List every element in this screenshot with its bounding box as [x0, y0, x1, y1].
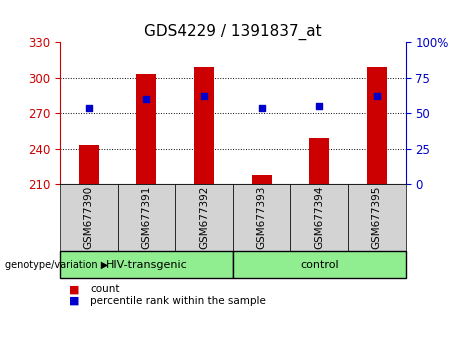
Text: count: count [90, 284, 119, 294]
Title: GDS4229 / 1391837_at: GDS4229 / 1391837_at [144, 23, 322, 40]
Point [85, 105, 92, 110]
Bar [367, 67, 387, 184]
Text: ■: ■ [69, 284, 80, 294]
Point [373, 93, 381, 99]
Point [258, 105, 266, 110]
Point [200, 93, 207, 99]
Text: HIV-transgenic: HIV-transgenic [106, 259, 187, 270]
Text: GSM677394: GSM677394 [314, 186, 324, 250]
Text: GSM677395: GSM677395 [372, 186, 382, 250]
Bar [194, 67, 214, 184]
Text: GSM677392: GSM677392 [199, 186, 209, 250]
Text: GSM677393: GSM677393 [257, 186, 266, 250]
Text: control: control [300, 259, 338, 270]
Text: genotype/variation ▶: genotype/variation ▶ [5, 259, 108, 270]
Point [142, 96, 150, 102]
Bar [252, 175, 272, 184]
Bar [309, 138, 329, 184]
Bar [136, 74, 156, 184]
Text: percentile rank within the sample: percentile rank within the sample [90, 296, 266, 306]
Text: ■: ■ [69, 296, 80, 306]
Point [315, 103, 323, 109]
Text: GSM677390: GSM677390 [84, 186, 94, 249]
Text: GSM677391: GSM677391 [142, 186, 151, 250]
Bar [79, 145, 99, 184]
